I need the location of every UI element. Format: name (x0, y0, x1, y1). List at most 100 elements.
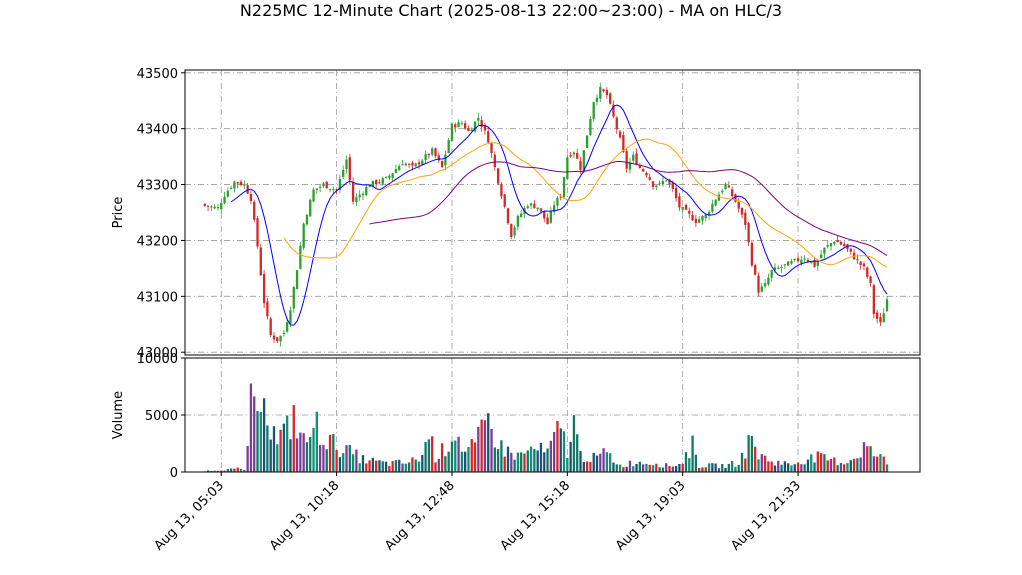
volume-bar (269, 439, 272, 472)
candle-body (572, 152, 576, 155)
volume-bar (464, 451, 467, 472)
volume-bar (490, 428, 493, 472)
volume-axis-label: Volume (111, 391, 126, 439)
candle-body (368, 186, 371, 188)
volume-bar (378, 460, 381, 472)
volume-bar (253, 396, 256, 472)
candle-body (378, 182, 381, 184)
candle-body (641, 169, 645, 172)
volume-bar (513, 459, 516, 472)
candle-body (506, 208, 510, 224)
candle-body (839, 242, 843, 245)
candle-body (859, 261, 862, 266)
candle-body (750, 242, 754, 266)
volume-bar (305, 442, 309, 472)
volume-bar (457, 436, 460, 472)
volume-bar (757, 459, 760, 472)
candle-body (243, 183, 246, 186)
volume-bar (381, 461, 384, 472)
volume-bar (694, 454, 698, 472)
candle-body (477, 117, 480, 121)
candle-body (701, 215, 704, 221)
candle-body (645, 172, 648, 176)
moving-average-line (369, 160, 888, 256)
volume-bar (681, 463, 684, 472)
volume-bar (813, 462, 816, 472)
volume-bar (836, 465, 839, 472)
candle-body (421, 160, 424, 165)
candle-body (305, 214, 309, 225)
candle-body (391, 173, 394, 178)
candle-body (447, 140, 450, 153)
candle-body (253, 201, 256, 220)
volume-bar (816, 451, 819, 472)
candle-body (216, 207, 220, 209)
volume-bar (559, 428, 562, 472)
candle-body (862, 263, 866, 267)
volume-bar (454, 440, 457, 472)
volume-bar (707, 463, 711, 472)
candle-body (707, 211, 711, 216)
volume-bar (875, 456, 879, 472)
volume-bar (859, 457, 862, 472)
volume-bar (869, 446, 872, 472)
candle-body (473, 121, 477, 132)
candle-body (206, 205, 210, 207)
candle-body (648, 177, 651, 180)
volume-bar (289, 439, 292, 472)
volume-bar (760, 454, 763, 472)
volume-bar (582, 461, 585, 472)
volume-bar (394, 460, 398, 472)
volume-bar (229, 468, 233, 472)
volume-bar (780, 464, 783, 472)
candle-body (457, 122, 460, 127)
candle-body (661, 181, 665, 185)
candle-body (737, 202, 740, 209)
candle-body (615, 117, 618, 130)
x-tick-label: Aug 13, 05:03 (152, 478, 228, 554)
candle-body (401, 164, 404, 166)
candle-body (681, 207, 684, 210)
volume-bar (796, 462, 800, 472)
chart-title: N225MC 12-Minute Chart (2025-08-13 22:00… (239, 1, 783, 20)
volume-bar (516, 452, 520, 472)
volume-bar (440, 443, 444, 472)
candle-body (533, 203, 536, 209)
candle-body (464, 123, 467, 129)
volume-bar (520, 452, 523, 472)
candle-body (295, 270, 299, 290)
volume-bar (447, 451, 450, 472)
volume-bar (216, 470, 220, 472)
volume-bar (562, 431, 566, 472)
volume-bar (210, 470, 213, 472)
volume-bar (763, 455, 767, 472)
candle-body (302, 223, 305, 248)
volume-bar (612, 462, 615, 472)
price-tick-label: 43000 (137, 346, 178, 361)
volume-bar (773, 465, 777, 472)
volume-bar (826, 460, 829, 472)
candle-body (819, 254, 823, 258)
volume-bar (579, 451, 582, 472)
candle-body (688, 210, 691, 214)
candle-body (338, 178, 342, 190)
candle-body (632, 154, 635, 161)
volume-bar (638, 461, 641, 472)
candle-body (220, 203, 223, 210)
volume-bar (325, 449, 328, 472)
candle-body (246, 185, 249, 194)
candle-body (299, 245, 302, 269)
volume-bar (391, 461, 394, 472)
volume-bar (727, 463, 730, 472)
volume-bar (730, 461, 734, 472)
price-tick-label: 43200 (137, 234, 178, 249)
volume-bar (645, 463, 648, 472)
candle-body (684, 204, 688, 210)
volume-bar (384, 461, 388, 472)
volume-bar (503, 456, 506, 472)
candle-body (226, 190, 230, 197)
candle-body (879, 317, 882, 323)
price-tick-label: 43500 (137, 67, 178, 82)
candle-body (384, 176, 388, 178)
volume-bar (282, 423, 286, 472)
